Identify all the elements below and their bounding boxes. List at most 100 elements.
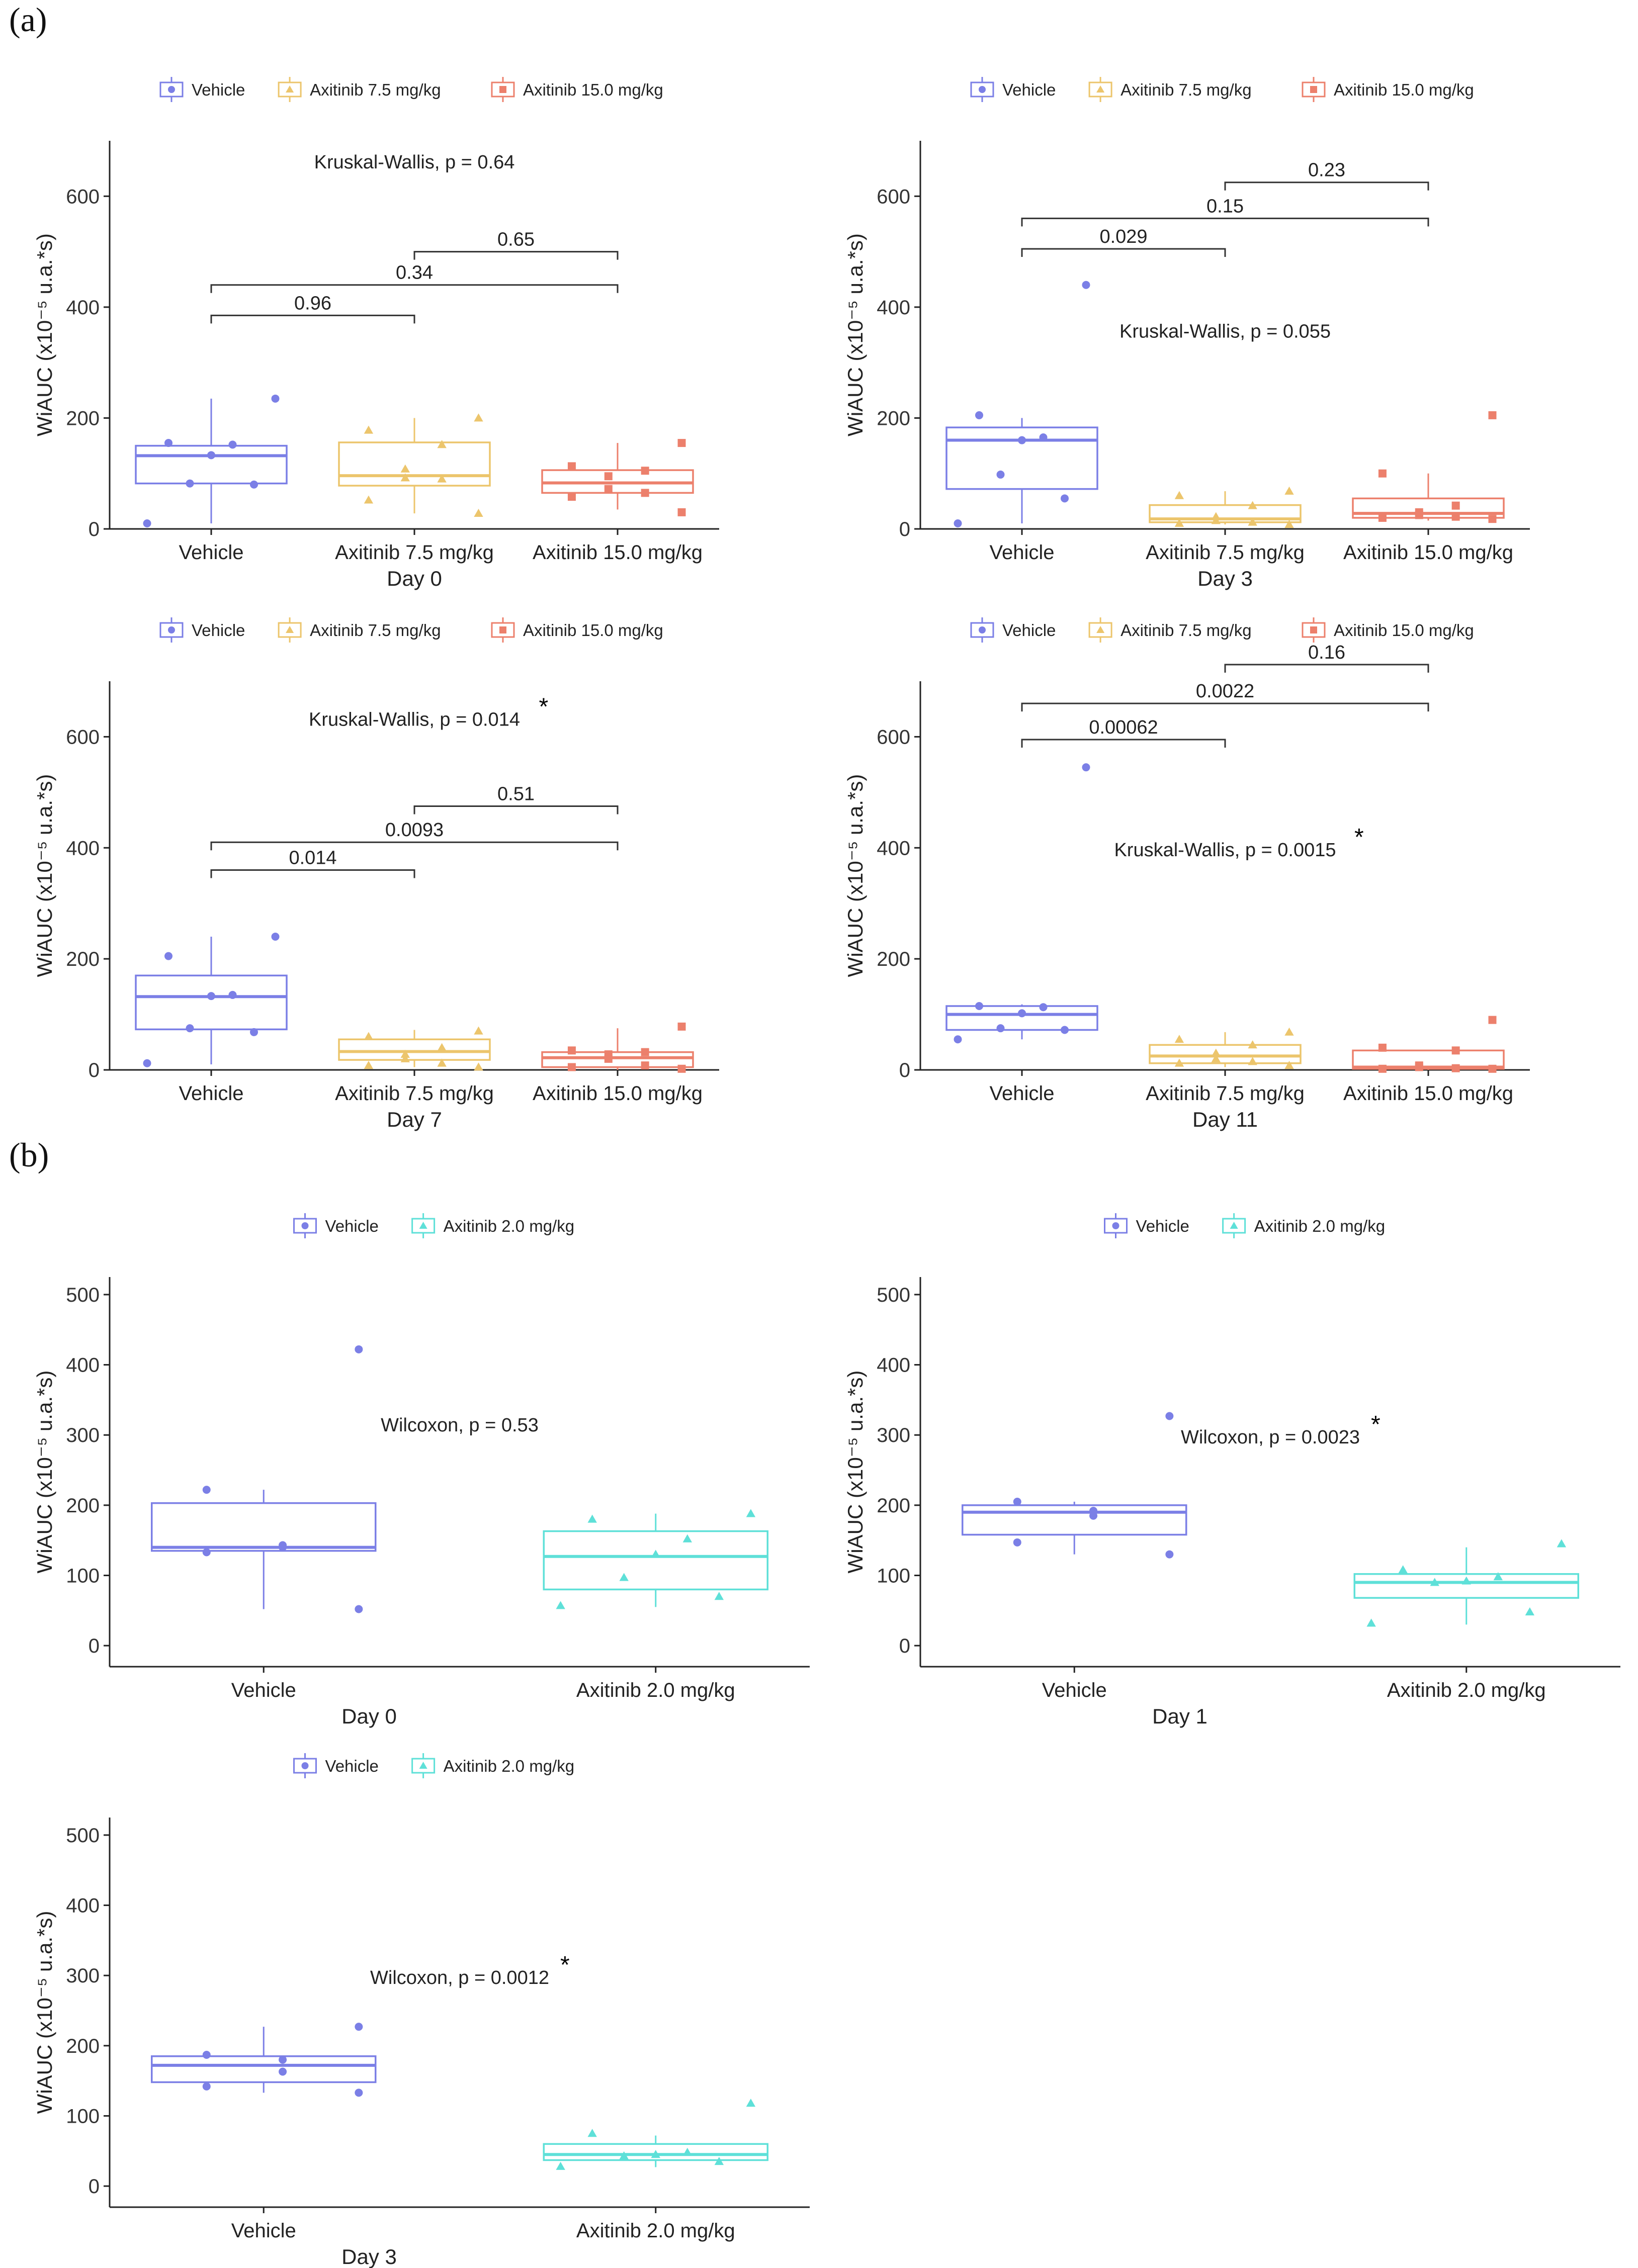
box-group-2: [338, 413, 491, 517]
x-tick-label: Axitinib 7.5 mg/kg: [335, 541, 494, 564]
data-point: [1488, 1064, 1497, 1073]
x-tick-label: Axitinib 2.0 mg/kg: [576, 2220, 735, 2242]
legend-key-marker: [167, 86, 175, 93]
y-tick-label: 500: [877, 1284, 910, 1306]
data-point: [1061, 494, 1069, 503]
legend-label: Axitinib 15.0 mg/kg: [1334, 621, 1474, 640]
data-point: [587, 1514, 597, 1523]
comparison-bracket: 0.96: [210, 293, 415, 324]
data-point: [1248, 1040, 1257, 1049]
legend-item: Axitinib 15.0 mg/kg: [491, 617, 663, 643]
box: [135, 444, 288, 485]
legend-key-marker: [1096, 85, 1105, 93]
box-group-2: [543, 2099, 769, 2170]
data-point: [143, 519, 151, 527]
box: [543, 1530, 769, 1591]
legend-label: Axitinib 7.5 mg/kg: [310, 80, 441, 99]
data-point: [1398, 1565, 1408, 1574]
legend: Vehicle Axitinib 7.5 mg/kg Axitinib 15.0 m…: [159, 77, 663, 102]
data-point: [202, 2082, 211, 2091]
data-point: [556, 1601, 565, 1609]
data-point: [677, 508, 686, 516]
data-point: [1451, 1064, 1460, 1072]
y-tick-label: 300: [877, 1424, 910, 1446]
data-point: [1378, 1043, 1387, 1052]
legend-item: Axitinib 7.5 mg/kg: [278, 77, 441, 102]
legend-key-marker: [499, 86, 506, 93]
data-point: [1082, 763, 1090, 772]
chart-1: Vehicle Axitinib 7.5 mg/kg Axitinib 15.0 m…: [33, 77, 719, 590]
data-point: [437, 474, 447, 483]
chart-6: Vehicle Axitinib 2.0 mg/kg 0 100 200 300 400 50…: [843, 1213, 1620, 1728]
bracket-p-value: 0.0022: [1196, 681, 1254, 702]
y-axis-title: WiAUC (x10⁻⁵ u.a.*s): [33, 1911, 56, 2114]
x-axis-title: Day 3: [1197, 567, 1253, 590]
legend-key-marker: [1096, 625, 1105, 633]
legend-label: Vehicle: [1002, 80, 1056, 99]
data-point: [682, 2147, 693, 2156]
box-group-1: [961, 1412, 1187, 1559]
data-point: [1039, 1003, 1048, 1012]
data-point: [364, 425, 374, 434]
box-group-1: [150, 1345, 377, 1613]
legend-key-marker: [1310, 626, 1317, 633]
legend-key-marker: [1112, 1222, 1119, 1229]
data-point: [250, 480, 258, 489]
data-point: [1488, 1016, 1497, 1024]
x-tick-label: Vehicle: [1042, 1679, 1107, 1701]
comparison-bracket: 0.51: [413, 783, 619, 814]
x-tick-label: Axitinib 7.5 mg/kg: [1146, 1082, 1305, 1105]
bracket-line: [1224, 664, 1429, 673]
legend-item: Axitinib 15.0 mg/kg: [491, 77, 663, 102]
data-point: [202, 2050, 211, 2059]
y-tick-label: 0: [89, 2175, 100, 2198]
significance-star: *: [539, 693, 549, 720]
y-tick-label: 400: [66, 1895, 100, 1917]
x-tick-label: Axitinib 2.0 mg/kg: [1387, 1679, 1546, 1701]
data-point: [619, 2151, 629, 2159]
data-point: [1415, 1063, 1423, 1071]
bracket-p-value: 0.51: [497, 783, 535, 804]
y-tick-label: 300: [66, 1424, 100, 1446]
y-tick-label: 300: [66, 1965, 100, 1987]
data-point: [364, 495, 374, 504]
y-tick-label: 400: [877, 297, 910, 319]
data-point: [400, 1049, 410, 1058]
y-tick-label: 200: [66, 407, 100, 429]
data-point: [641, 467, 649, 475]
data-point: [164, 439, 173, 447]
box: [541, 1051, 694, 1068]
legend-item: Vehicle: [293, 1753, 379, 1778]
box: [150, 1502, 377, 1552]
data-point: [474, 1026, 483, 1035]
data-point: [1430, 1578, 1439, 1586]
chart-3: Vehicle Axitinib 7.5 mg/kg Axitinib 15.0 m…: [33, 617, 719, 1131]
data-point: [1488, 411, 1497, 419]
box: [135, 974, 288, 1031]
data-point: [207, 992, 215, 1001]
box-group-2: [543, 1509, 769, 1609]
chart-5: Vehicle Axitinib 2.0 mg/kg 0 100 200 300 400 50…: [33, 1213, 810, 1728]
box-group-3: [541, 439, 694, 516]
bracket-p-value: 0.96: [294, 293, 331, 314]
bracket-p-value: 0.65: [497, 229, 535, 250]
data-point: [186, 479, 194, 488]
legend: Vehicle Axitinib 2.0 mg/kg: [293, 1753, 574, 1778]
data-point: [567, 493, 576, 501]
y-tick-label: 0: [899, 518, 910, 540]
bracket-line: [210, 284, 619, 293]
data-point: [1451, 1046, 1460, 1055]
data-point: [567, 1046, 576, 1055]
box-group-3: [1352, 1016, 1505, 1073]
y-tick-label: 200: [877, 407, 910, 429]
data-point: [556, 2161, 565, 2170]
data-point: [250, 1028, 258, 1036]
data-point: [364, 1060, 374, 1069]
y-tick-label: 400: [877, 1354, 910, 1377]
data-point: [975, 411, 983, 419]
legend-label: Vehicle: [325, 1217, 379, 1235]
box-group-1: [135, 932, 288, 1067]
data-point: [474, 1062, 483, 1071]
data-point: [1174, 1058, 1184, 1067]
y-tick-label: 100: [877, 1565, 910, 1587]
